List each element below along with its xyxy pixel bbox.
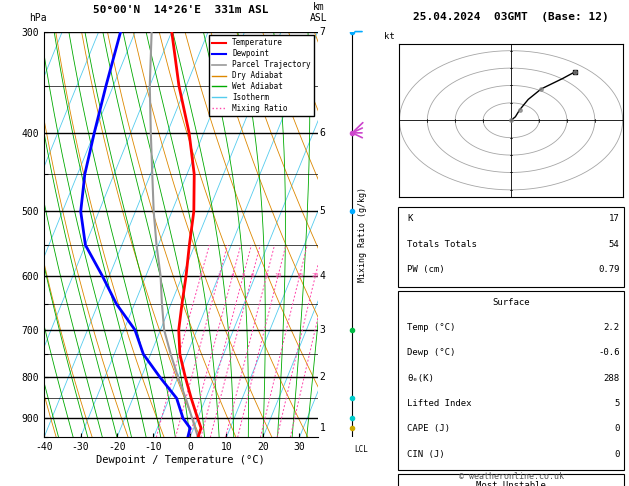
Text: CAPE (J): CAPE (J) (408, 424, 450, 433)
Text: 6: 6 (250, 273, 254, 278)
Text: 4: 4 (320, 271, 325, 280)
Text: 3: 3 (217, 273, 221, 278)
Text: 50°00'N  14°26'E  331m ASL: 50°00'N 14°26'E 331m ASL (93, 5, 269, 16)
Text: θₑ(K): θₑ(K) (408, 374, 434, 382)
Text: 288: 288 (603, 374, 620, 382)
Text: 8: 8 (265, 273, 269, 278)
Text: Most Unstable: Most Unstable (476, 481, 546, 486)
Text: K: K (408, 214, 413, 224)
Text: 1: 1 (320, 423, 325, 433)
Text: 2: 2 (320, 372, 325, 382)
Legend: Temperature, Dewpoint, Parcel Trajectory, Dry Adiabat, Wet Adiabat, Isotherm, Mi: Temperature, Dewpoint, Parcel Trajectory… (209, 35, 314, 116)
Bar (398, 474, 625, 486)
Text: 7: 7 (320, 27, 325, 36)
Text: Mixing Ratio (g/kg): Mixing Ratio (g/kg) (359, 187, 367, 282)
Text: Surface: Surface (493, 298, 530, 307)
Text: hPa: hPa (29, 14, 47, 23)
Text: PW (cm): PW (cm) (408, 265, 445, 274)
Text: LCL: LCL (354, 445, 368, 454)
Bar (398, 207, 625, 287)
Text: 0: 0 (614, 424, 620, 433)
Text: 5: 5 (242, 273, 245, 278)
Text: 6: 6 (320, 128, 325, 138)
Text: 5: 5 (614, 399, 620, 408)
Text: 20: 20 (311, 273, 319, 278)
Text: kt: kt (384, 32, 395, 41)
Text: 3: 3 (320, 325, 325, 335)
Text: © weatheronline.co.uk: © weatheronline.co.uk (459, 472, 564, 481)
Text: 25.04.2024  03GMT  (Base: 12): 25.04.2024 03GMT (Base: 12) (413, 12, 609, 22)
Text: 2: 2 (199, 273, 203, 278)
Text: km
ASL: km ASL (309, 2, 327, 23)
Text: 0: 0 (614, 450, 620, 458)
Bar (398, 291, 625, 470)
Text: 0.79: 0.79 (598, 265, 620, 274)
Text: Totals Totals: Totals Totals (408, 240, 477, 249)
Text: Temp (°C): Temp (°C) (408, 323, 455, 332)
Text: Dewp (°C): Dewp (°C) (408, 348, 455, 357)
Text: -0.6: -0.6 (598, 348, 620, 357)
Text: 5: 5 (320, 207, 325, 216)
Text: 10: 10 (274, 273, 282, 278)
Text: CIN (J): CIN (J) (408, 450, 445, 458)
Text: 15: 15 (296, 273, 303, 278)
Text: 2.2: 2.2 (603, 323, 620, 332)
Text: 4: 4 (231, 273, 235, 278)
Text: 17: 17 (609, 214, 620, 224)
Text: 54: 54 (609, 240, 620, 249)
X-axis label: Dewpoint / Temperature (°C): Dewpoint / Temperature (°C) (96, 455, 265, 465)
Text: Lifted Index: Lifted Index (408, 399, 472, 408)
